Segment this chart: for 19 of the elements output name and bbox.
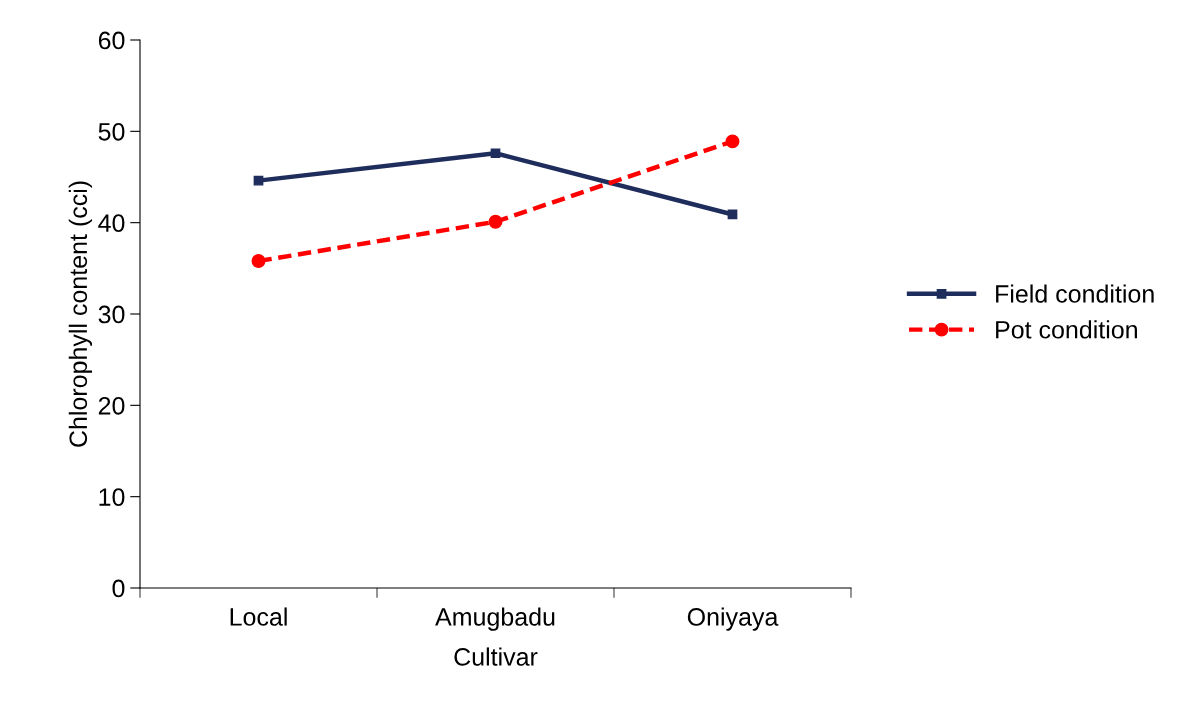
y-tick-label: 60 xyxy=(98,31,125,50)
x-tick-label: Oniyaya xyxy=(687,607,779,631)
legend-label: Pot condition xyxy=(996,320,1137,339)
x-axis-title: Cultivar xyxy=(454,647,538,666)
point xyxy=(253,175,264,186)
point xyxy=(488,214,503,229)
y-tick-label: 30 xyxy=(98,305,125,324)
point xyxy=(490,148,501,159)
y-tick-label: 50 xyxy=(98,122,125,141)
y-tick-label: 10 xyxy=(99,488,125,506)
y-axis-title: Chlorophyll content (cci) xyxy=(68,181,93,447)
x-tick-label: Local xyxy=(230,607,287,626)
y-tick-label: 40 xyxy=(98,214,125,232)
point xyxy=(725,134,740,149)
point xyxy=(251,254,266,268)
y-tick-label: 0 xyxy=(112,579,125,598)
x-tick-label: Amugbadu xyxy=(435,607,555,631)
legend-label: Field condition xyxy=(996,284,1154,303)
y-tick-label: 20 xyxy=(98,396,125,415)
